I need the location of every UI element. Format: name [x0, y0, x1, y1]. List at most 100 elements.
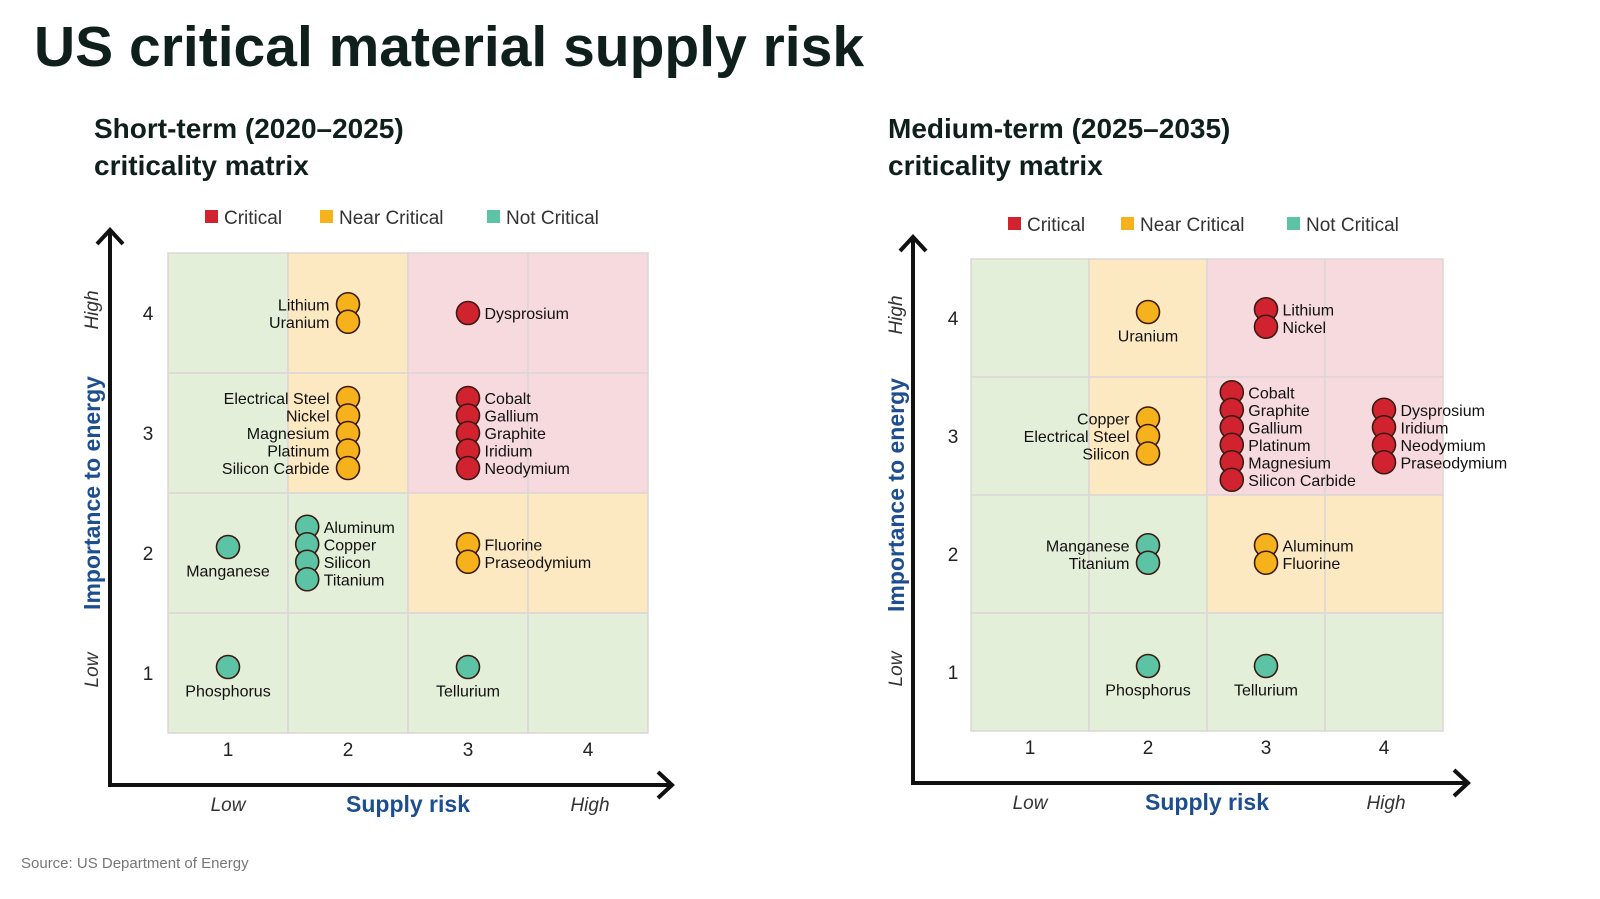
data-label: Platinum [267, 444, 329, 461]
data-label: Electrical Steel [1024, 429, 1130, 446]
y-tick-label: 4 [143, 304, 154, 325]
data-label: Graphite [1248, 403, 1309, 420]
x-tick-label: 4 [583, 740, 594, 761]
data-label: Silicon [324, 555, 371, 572]
legend-label: Critical [224, 208, 282, 229]
legend-label: Not Critical [1306, 215, 1399, 236]
data-label: Dysprosium [1401, 403, 1485, 420]
x-tick-label: 3 [463, 740, 474, 761]
data-point [294, 566, 320, 592]
legend-swatch [1008, 217, 1021, 230]
data-label: Lithium [1283, 302, 1335, 319]
data-label: Tellurium [436, 684, 500, 701]
zone-cell [1324, 494, 1444, 614]
data-point [1135, 299, 1161, 325]
data-label: Titanium [324, 572, 385, 589]
data-label: Tellurium [1234, 683, 1298, 700]
zone-cell [527, 492, 649, 614]
data-label: Fluorine [1283, 556, 1341, 573]
data-point [335, 455, 361, 481]
y-tick-label: 2 [143, 544, 154, 565]
zone-cell [1324, 612, 1444, 732]
data-label: Silicon [1082, 447, 1129, 464]
y-axis-title: Importance to energy [79, 376, 105, 610]
y-low-label: Low [82, 651, 103, 687]
data-point [215, 654, 241, 680]
zone-cell [527, 252, 649, 374]
legend-label: Not Critical [506, 208, 599, 229]
data-label: Magnesium [1248, 455, 1331, 472]
zone-cell [527, 612, 649, 734]
y-axis-title: Importance to energy [883, 378, 909, 612]
x-tick-label: 1 [1025, 738, 1036, 759]
y-tick-label: 2 [948, 545, 959, 566]
x-low-label: Low [1013, 793, 1049, 814]
x-axis-arrow [656, 770, 675, 800]
zone-cell [970, 494, 1090, 614]
point-group: Uranium [1118, 299, 1178, 346]
legend-swatch [1121, 217, 1134, 230]
data-label: Nickel [1283, 320, 1327, 337]
zone-cell [167, 252, 289, 374]
data-label: Nickel [286, 409, 330, 426]
data-label: Gallium [1248, 420, 1302, 437]
data-label: Silicon Carbide [222, 461, 330, 478]
x-low-label: Low [211, 795, 247, 816]
chart-medium-term: Medium-term (2025–2035) criticality matri… [883, 113, 1507, 815]
data-label: Aluminum [1283, 538, 1354, 555]
data-point [1135, 441, 1161, 466]
data-point [1253, 550, 1279, 576]
data-point [1253, 653, 1279, 679]
legend-label: Near Critical [1140, 215, 1245, 236]
point-group: Electrical SteelNickelMagnesiumPlatinumS… [222, 385, 361, 481]
data-point [215, 534, 241, 560]
zone-cell [287, 612, 409, 734]
y-tick-label: 3 [143, 424, 154, 445]
data-label: Lithium [278, 297, 330, 314]
data-point [455, 549, 481, 575]
y-tick-label: 1 [143, 664, 154, 685]
data-label: Iridium [485, 444, 533, 461]
legend-swatch [205, 210, 218, 223]
y-high-label: High [82, 290, 103, 329]
data-point [1371, 449, 1397, 475]
chart-short-term: Short-term (2020–2025) criticality matrix… [79, 113, 675, 817]
data-label: Copper [324, 537, 377, 554]
point-group: Manganese [186, 534, 270, 581]
y-tick-label: 4 [948, 309, 959, 330]
x-tick-label: 2 [1143, 738, 1154, 759]
x-high-label: High [1366, 793, 1405, 814]
point-group: CobaltGraphiteGalliumPlatinumMagnesiumSi… [1219, 379, 1356, 493]
data-label: Phosphorus [1105, 683, 1190, 700]
x-tick-label: 1 [223, 740, 234, 761]
legend-label: Near Critical [339, 208, 444, 229]
data-label: Praseodymium [485, 555, 592, 572]
data-label: Manganese [186, 564, 270, 581]
data-point [1253, 314, 1279, 340]
data-label: Uranium [269, 315, 329, 332]
zone-cell [970, 612, 1090, 732]
legend-swatch [1287, 217, 1300, 230]
x-axis-title: Supply risk [1145, 789, 1269, 815]
point-group: Phosphorus [185, 654, 271, 701]
point-group: Tellurium [436, 654, 500, 701]
y-high-label: High [886, 295, 907, 334]
page-title: US critical material supply risk [34, 15, 864, 79]
point-group: Dysprosium [455, 300, 569, 326]
x-high-label: High [570, 795, 609, 816]
x-axis-arrow [1452, 768, 1471, 798]
data-point [335, 309, 361, 335]
data-point [1135, 653, 1161, 679]
data-label: Phosphorus [185, 684, 270, 701]
point-group: Tellurium [1234, 653, 1298, 700]
data-point [455, 654, 481, 680]
data-point [1219, 467, 1245, 493]
data-label: Praseodymium [1401, 455, 1508, 472]
